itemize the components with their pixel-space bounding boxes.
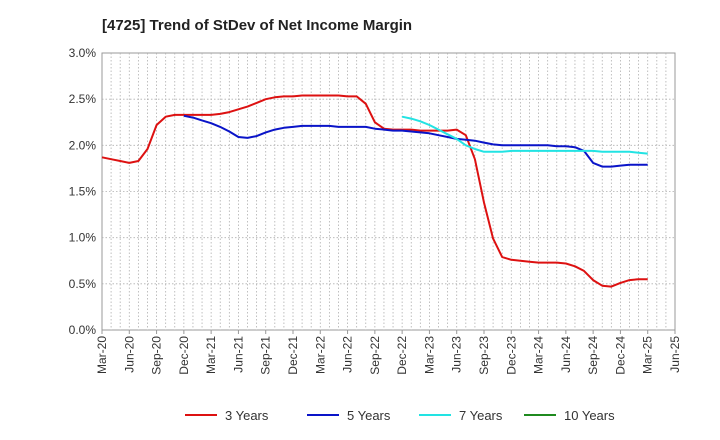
- x-tick-label: Sep-24: [586, 336, 600, 375]
- series-line-1: [101, 94, 648, 288]
- legend-label: 5 Years: [347, 408, 391, 423]
- x-tick-label: Dec-22: [395, 336, 409, 375]
- x-tick-label: Dec-21: [286, 336, 300, 375]
- gridlines: [102, 53, 675, 330]
- y-tick-label: 0.5%: [69, 277, 97, 291]
- legend-label: 3 Years: [225, 408, 269, 423]
- x-tick-label: Mar-21: [204, 336, 218, 374]
- x-tick-label: Jun-23: [450, 336, 464, 373]
- series-lines: [101, 94, 648, 288]
- series-line-2: [183, 114, 648, 168]
- legend-label: 7 Years: [459, 408, 503, 423]
- y-tick-label: 2.5%: [69, 92, 97, 106]
- y-tick-label: 2.0%: [69, 138, 97, 152]
- y-axis: 0.0% 0.5% 1.0% 1.5% 2.0% 2.5% 3.0%: [69, 46, 97, 337]
- x-tick-label: Dec-23: [504, 336, 518, 375]
- y-tick-label: 0.0%: [69, 323, 97, 337]
- x-tick-label: Mar-22: [313, 336, 327, 374]
- x-tick-label: Jun-22: [341, 336, 355, 373]
- x-tick-label: Mar-23: [422, 336, 436, 374]
- y-tick-label: 1.5%: [69, 185, 97, 199]
- x-axis: Mar-20 Jun-20 Sep-20 Dec-20 Mar-21 Jun-21 Sep-…: [95, 330, 682, 375]
- x-tick-label: Mar-25: [641, 336, 655, 374]
- legend: 3 Years 5 Years 7 Years 10 Years: [185, 408, 615, 423]
- y-tick-label: 3.0%: [69, 46, 97, 60]
- x-tick-label: Sep-22: [368, 336, 382, 375]
- x-tick-label: Sep-21: [259, 336, 273, 375]
- x-tick-label: Mar-24: [532, 336, 546, 374]
- x-tick-label: Mar-20: [95, 336, 109, 374]
- x-tick-label: Jun-24: [559, 336, 573, 373]
- series-line-3: [401, 115, 648, 155]
- chart-title: [4725] Trend of StDev of Net Income Marg…: [102, 17, 412, 34]
- x-tick-label: Dec-24: [613, 336, 627, 375]
- x-tick-label: Sep-20: [150, 336, 164, 375]
- x-tick-label: Dec-20: [177, 336, 191, 375]
- x-tick-label: Jun-20: [122, 336, 136, 373]
- x-tick-label: Jun-25: [668, 336, 682, 373]
- legend-label: 10 Years: [564, 408, 615, 423]
- y-tick-label: 1.0%: [69, 231, 97, 245]
- x-tick-label: Sep-23: [477, 336, 491, 375]
- x-tick-label: Jun-21: [231, 336, 245, 373]
